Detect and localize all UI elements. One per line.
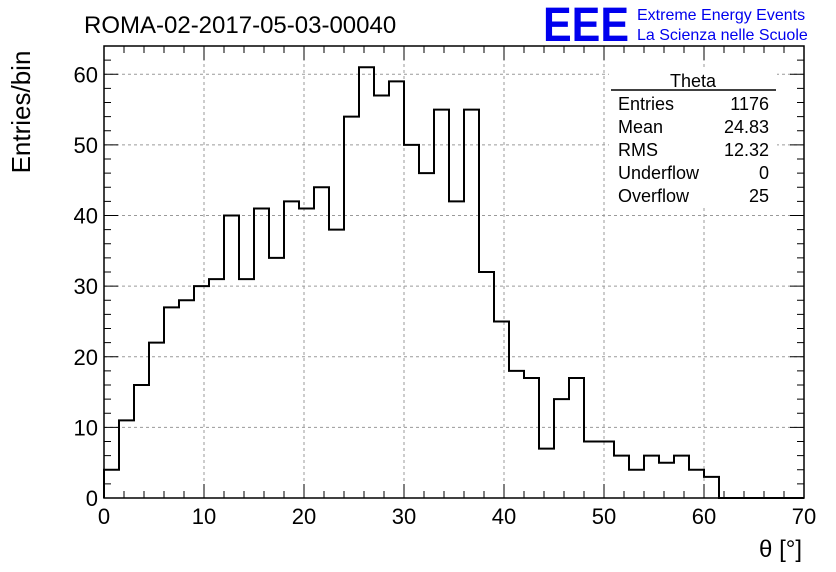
stats-rows: Entries 1176 Mean 24.83 RMS 12.32 Underflow 0 Ov… (618, 94, 769, 206)
histogram-bin (659, 463, 674, 498)
histogram-bin (614, 456, 629, 498)
y-tick-label: 0 (86, 486, 98, 511)
histogram-bin (134, 385, 149, 498)
histogram-bin (569, 378, 584, 498)
histogram-bin (329, 230, 344, 498)
histogram-bin (344, 117, 359, 498)
histogram-bin (404, 145, 419, 498)
stats-box: Theta Entries 1176 Mean 24.83 RMS 12.32 Underf… (609, 68, 777, 207)
histogram-bin (584, 442, 599, 499)
eee-logo-line1: Extreme Energy Events (637, 7, 805, 24)
y-tick-label: 50 (74, 133, 98, 158)
histogram-bin (239, 279, 254, 498)
histogram-bin (704, 477, 719, 498)
stats-row-label: Underflow (618, 163, 700, 183)
y-tick-label: 60 (74, 62, 98, 87)
histogram-bin (434, 110, 449, 498)
chart-title: ROMA-02-2017-05-03-00040 (84, 12, 396, 39)
stats-row-value: 25 (749, 186, 769, 206)
y-axis-label: Entries/bin (6, 51, 36, 174)
axis-layer (103, 45, 805, 499)
stats-row-value: 1176 (730, 94, 769, 114)
histogram-bin (149, 343, 164, 498)
x-tick-label: 50 (592, 504, 616, 529)
histogram-bin (494, 321, 509, 498)
histogram-bin (224, 216, 239, 499)
histogram-bin (284, 201, 299, 498)
stats-box-title: Theta (670, 71, 717, 91)
histogram-bin (119, 420, 134, 498)
histogram-bin (419, 173, 434, 498)
histogram-bin (374, 95, 389, 498)
y-tick-label: 20 (74, 345, 98, 370)
histogram-bin (299, 208, 314, 498)
histogram-bin (359, 67, 374, 498)
stats-row-value: 0 (759, 163, 769, 183)
tick-label-layer: 0 10 20 30 40 50 60 70 0 10 20 30 40 50 60 (74, 62, 817, 529)
eee-logo-line2: La Scienza nelle Scuole (637, 27, 808, 44)
histogram-bin (509, 371, 524, 498)
eee-logo: EEE Extreme Energy Events La Scienza nel… (543, 0, 808, 52)
histogram-bin (689, 470, 704, 498)
y-tick-label: 10 (74, 415, 98, 440)
x-tick-label: 40 (492, 504, 516, 529)
grid-layer (104, 46, 804, 498)
histogram-bin (464, 110, 479, 498)
stats-row-label: Entries (618, 94, 674, 114)
stats-row-value: 12.32 (724, 140, 769, 160)
x-tick-label: 0 (98, 504, 110, 529)
x-tick-label: 70 (792, 504, 816, 529)
histogram-bin (554, 399, 569, 498)
histogram-bin (479, 272, 494, 498)
histogram-bin (644, 456, 659, 498)
stats-box-background (609, 68, 777, 207)
stats-row-label: Mean (618, 117, 663, 137)
histogram-bin (449, 201, 464, 498)
histogram-bin (179, 300, 194, 498)
histogram-bin (209, 279, 224, 498)
histogram-bin (674, 456, 689, 498)
x-tick-label: 60 (692, 504, 716, 529)
histogram-bin (164, 307, 179, 498)
histogram-bin (269, 258, 284, 498)
histogram-layer (103, 66, 804, 499)
histogram-bin (254, 208, 269, 498)
stats-row-label: Overflow (618, 186, 690, 206)
histogram-bin (524, 378, 539, 498)
x-tick-label: 30 (392, 504, 416, 529)
histogram-bin (314, 187, 329, 498)
y-tick-label: 30 (74, 274, 98, 299)
histogram-bin (389, 81, 404, 498)
histogram-bin (194, 286, 209, 498)
x-tick-label: 20 (292, 504, 316, 529)
x-tick-label: 10 (192, 504, 216, 529)
histogram-outline (103, 66, 804, 499)
x-axis-label: θ [°] (759, 536, 802, 563)
histogram-bin (629, 470, 644, 498)
eee-logo-letters: EEE (543, 0, 629, 52)
histogram-bin (599, 442, 614, 499)
histogram-bin (539, 449, 554, 498)
y-tick-label: 40 (74, 204, 98, 229)
stats-row-label: RMS (618, 140, 658, 160)
stats-row-value: 24.83 (724, 117, 769, 137)
